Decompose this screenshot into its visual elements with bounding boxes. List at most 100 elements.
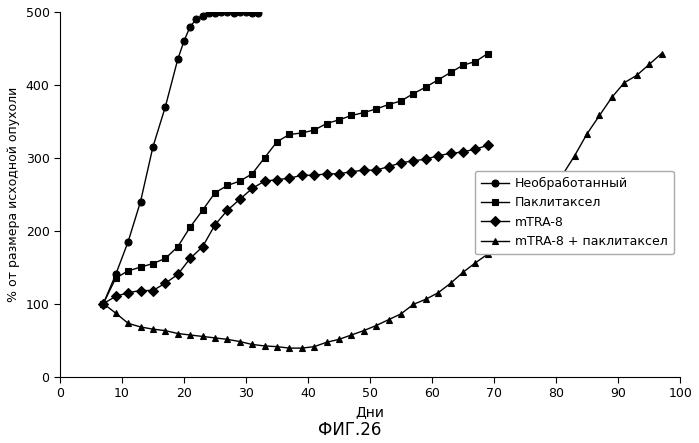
Необработанный — [180, 39, 188, 44]
mTRA-8 — [124, 290, 132, 295]
mTRA-8 + паклитаксел — [546, 190, 554, 195]
mTRA-8 + паклитаксел — [322, 340, 331, 345]
Необработанный — [136, 199, 145, 204]
mTRA-8 + паклитаксел — [421, 297, 430, 302]
mTRA-8 + паклитаксел — [248, 342, 257, 347]
mTRA-8 + паклитаксел — [471, 260, 480, 265]
mTRA-8 — [459, 149, 467, 155]
mTRA-8 — [335, 171, 343, 176]
Необработанный — [242, 9, 250, 15]
mTRA-8 + паклитаксел — [149, 326, 157, 332]
mTRA-8 + паклитаксел — [298, 346, 306, 351]
Необработанный — [199, 13, 207, 18]
Паклитаксел — [173, 244, 182, 249]
Legend: Необработанный, Паклитаксел, mTRA-8, mTRA-8 + паклитаксел: Необработанный, Паклитаксел, mTRA-8, mTR… — [475, 171, 674, 254]
Необработанный — [205, 11, 213, 16]
Необработанный — [248, 10, 257, 16]
Необработанный — [112, 272, 120, 277]
Text: ФИГ.26: ФИГ.26 — [318, 420, 381, 439]
mTRA-8 — [186, 256, 194, 261]
Паклитаксел — [484, 51, 492, 56]
Необработанный — [161, 104, 170, 109]
mTRA-8 + паклитаксел — [484, 251, 492, 256]
Line: Паклитаксел: Паклитаксел — [100, 50, 491, 307]
mTRA-8 — [261, 179, 269, 184]
mTRA-8 — [273, 177, 281, 183]
mTRA-8 + паклитаксел — [583, 131, 591, 136]
Паклитаксел — [211, 190, 219, 195]
mTRA-8 + паклитаксел — [521, 218, 529, 224]
mTRA-8 + паклитаксел — [199, 334, 207, 339]
mTRA-8 + паклитаксел — [657, 51, 665, 56]
mTRA-8 — [359, 167, 368, 173]
mTRA-8 + паклитаксел — [633, 73, 641, 78]
X-axis label: Дни: Дни — [356, 405, 384, 420]
Паклитаксел — [310, 128, 318, 133]
mTRA-8 + паклитаксел — [620, 80, 628, 85]
mTRA-8 + паклитаксел — [236, 339, 244, 344]
mTRA-8 — [211, 222, 219, 228]
mTRA-8 — [322, 171, 331, 176]
Паклитаксел — [285, 132, 294, 137]
mTRA-8 + паклитаксел — [384, 317, 393, 323]
mTRA-8 — [149, 288, 157, 293]
Паклитаксел — [347, 113, 356, 118]
Паклитаксел — [149, 261, 157, 266]
Необработанный — [223, 9, 231, 15]
Паклитаксел — [199, 208, 207, 213]
mTRA-8 + паклитаксел — [124, 321, 132, 326]
mTRA-8 + паклитаксел — [273, 344, 281, 350]
Паклитаксел — [459, 62, 467, 68]
mTRA-8 + паклитаксел — [261, 343, 269, 349]
Паклитаксел — [99, 301, 108, 306]
mTRA-8 — [112, 294, 120, 299]
mTRA-8 — [161, 280, 170, 286]
mTRA-8 + паклитаксел — [570, 153, 579, 158]
Паклитаксел — [322, 121, 331, 126]
Паклитаксел — [161, 256, 170, 261]
Паклитаксел — [421, 85, 430, 90]
Необработанный — [229, 10, 238, 16]
mTRA-8 + паклитаксел — [136, 324, 145, 330]
Необработанный — [236, 9, 244, 15]
mTRA-8 — [310, 173, 318, 178]
mTRA-8 + паклитаксел — [310, 344, 318, 350]
Необработанный — [173, 57, 182, 62]
Y-axis label: % от размера исходной опухоли: % от размера исходной опухоли — [7, 87, 20, 302]
mTRA-8 + паклитаксел — [359, 328, 368, 333]
mTRA-8 — [372, 167, 380, 173]
mTRA-8 + паклитаксел — [223, 337, 231, 342]
mTRA-8 + паклитаксел — [533, 205, 542, 210]
mTRA-8 + паклитаксел — [397, 311, 405, 316]
Паклитаксел — [236, 179, 244, 184]
mTRA-8 — [236, 197, 244, 202]
Паклитаксел — [434, 77, 442, 82]
mTRA-8 + паклитаксел — [508, 229, 517, 235]
mTRA-8 + паклитаксел — [372, 323, 380, 328]
mTRA-8 — [409, 158, 417, 163]
mTRA-8 + паклитаксел — [447, 280, 455, 286]
Необработанный — [192, 16, 201, 22]
mTRA-8 + паклитаксел — [161, 328, 170, 333]
mTRA-8 + паклитаксел — [409, 302, 417, 307]
Паклитаксел — [112, 276, 120, 281]
mTRA-8 — [248, 186, 257, 191]
mTRA-8 — [199, 244, 207, 249]
mTRA-8 + паклитаксел — [99, 301, 108, 306]
mTRA-8 + паклитаксел — [558, 173, 566, 178]
mTRA-8 + паклитаксел — [607, 95, 616, 100]
Паклитаксел — [186, 225, 194, 230]
Паклитаксел — [397, 98, 405, 104]
mTRA-8 + паклитаксел — [496, 241, 505, 246]
Паклитаксел — [335, 117, 343, 123]
mTRA-8 — [173, 272, 182, 277]
Паклитаксел — [298, 130, 306, 136]
mTRA-8 — [471, 146, 480, 152]
mTRA-8 + паклитаксел — [335, 337, 343, 342]
mTRA-8 — [298, 173, 306, 178]
Паклитаксел — [372, 106, 380, 112]
Паклитаксел — [124, 268, 132, 273]
mTRA-8 + паклитаксел — [285, 346, 294, 351]
Необработанный — [254, 11, 263, 16]
Необработанный — [217, 9, 225, 15]
